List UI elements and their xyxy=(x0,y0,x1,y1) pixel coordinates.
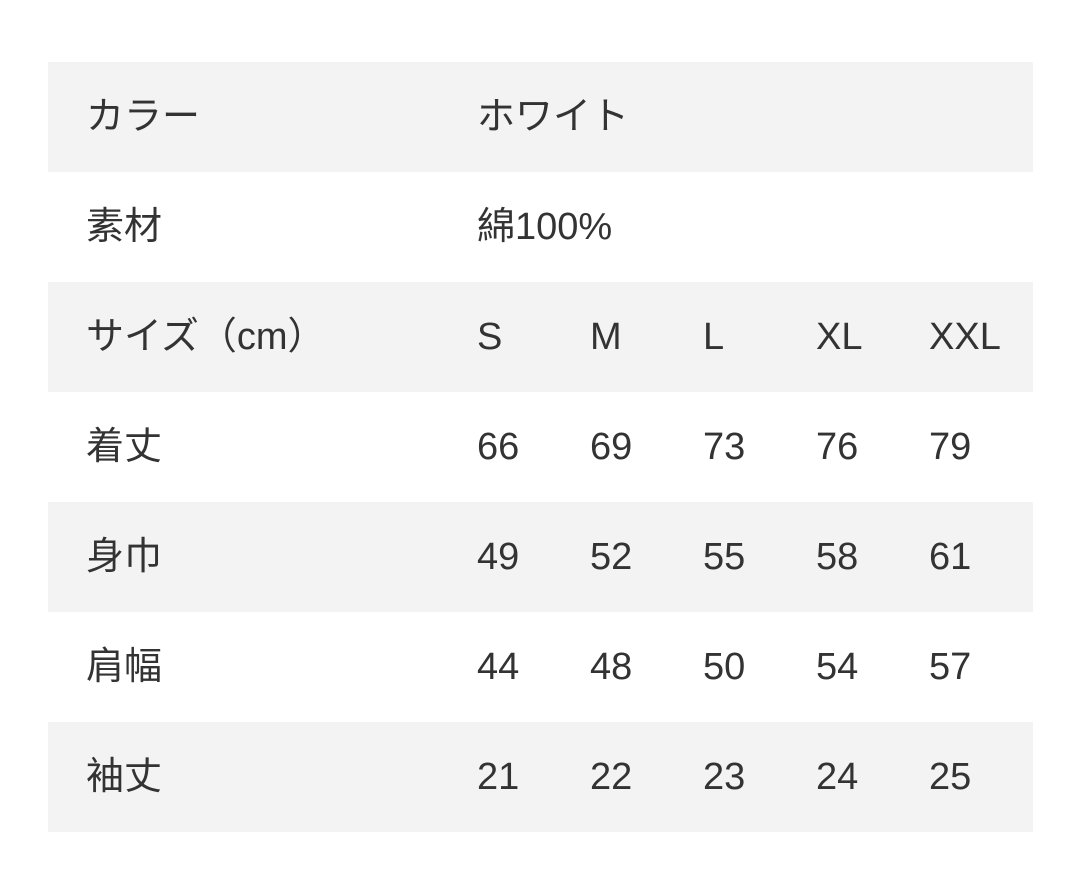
measurement-value: 23 xyxy=(703,756,746,798)
measurement-value: 79 xyxy=(929,426,972,468)
measurement-value: 25 xyxy=(929,756,972,798)
measurement-label: 袖丈 xyxy=(86,756,163,798)
size-col-header-l: L xyxy=(703,316,725,358)
spec-value-material: 綿100% xyxy=(477,206,613,248)
measurement-label: 着丈 xyxy=(86,426,163,468)
size-col-header-xl: XL xyxy=(816,316,863,358)
measurement-value: 76 xyxy=(816,426,859,468)
measurement-value: 52 xyxy=(590,536,633,578)
measurement-label: 肩幅 xyxy=(86,646,163,688)
size-col-header-s: S xyxy=(477,316,503,358)
spec-row-shoulder-width: 肩幅 44 48 50 54 57 xyxy=(48,612,1033,722)
measurement-value: 55 xyxy=(703,536,746,578)
spec-label-material: 素材 xyxy=(86,206,163,248)
measurement-value: 69 xyxy=(590,426,633,468)
spec-row-sleeve-length: 袖丈 21 22 23 24 25 xyxy=(48,722,1033,832)
measurement-value: 57 xyxy=(929,646,972,688)
measurement-value: 22 xyxy=(590,756,633,798)
spec-row-size-header: サイズ（cm） S M L XL XXL xyxy=(48,282,1033,392)
spec-row-color: カラー ホワイト xyxy=(48,62,1033,172)
measurement-value: 21 xyxy=(477,756,520,798)
measurement-value: 73 xyxy=(703,426,746,468)
measurement-value: 61 xyxy=(929,536,972,578)
measurement-value: 24 xyxy=(816,756,859,798)
size-col-header-m: M xyxy=(590,316,622,358)
measurement-value: 48 xyxy=(590,646,633,688)
spec-row-body-width: 身巾 49 52 55 58 61 xyxy=(48,502,1033,612)
spec-row-material: 素材 綿100% xyxy=(48,172,1033,282)
spec-value-color: ホワイト xyxy=(477,96,630,138)
measurement-value: 49 xyxy=(477,536,520,578)
size-header-label: サイズ（cm） xyxy=(86,316,326,358)
measurement-value: 54 xyxy=(816,646,859,688)
spec-label-color: カラー xyxy=(86,96,201,138)
measurement-label: 身巾 xyxy=(86,536,163,578)
spec-table: カラー ホワイト 素材 綿100% サイズ（cm） S M L XL XXL 着… xyxy=(48,62,1033,832)
spec-row-body-length: 着丈 66 69 73 76 79 xyxy=(48,392,1033,502)
measurement-value: 50 xyxy=(703,646,746,688)
size-col-header-xxl: XXL xyxy=(929,316,1001,358)
measurement-value: 58 xyxy=(816,536,859,578)
measurement-value: 66 xyxy=(477,426,520,468)
measurement-value: 44 xyxy=(477,646,520,688)
